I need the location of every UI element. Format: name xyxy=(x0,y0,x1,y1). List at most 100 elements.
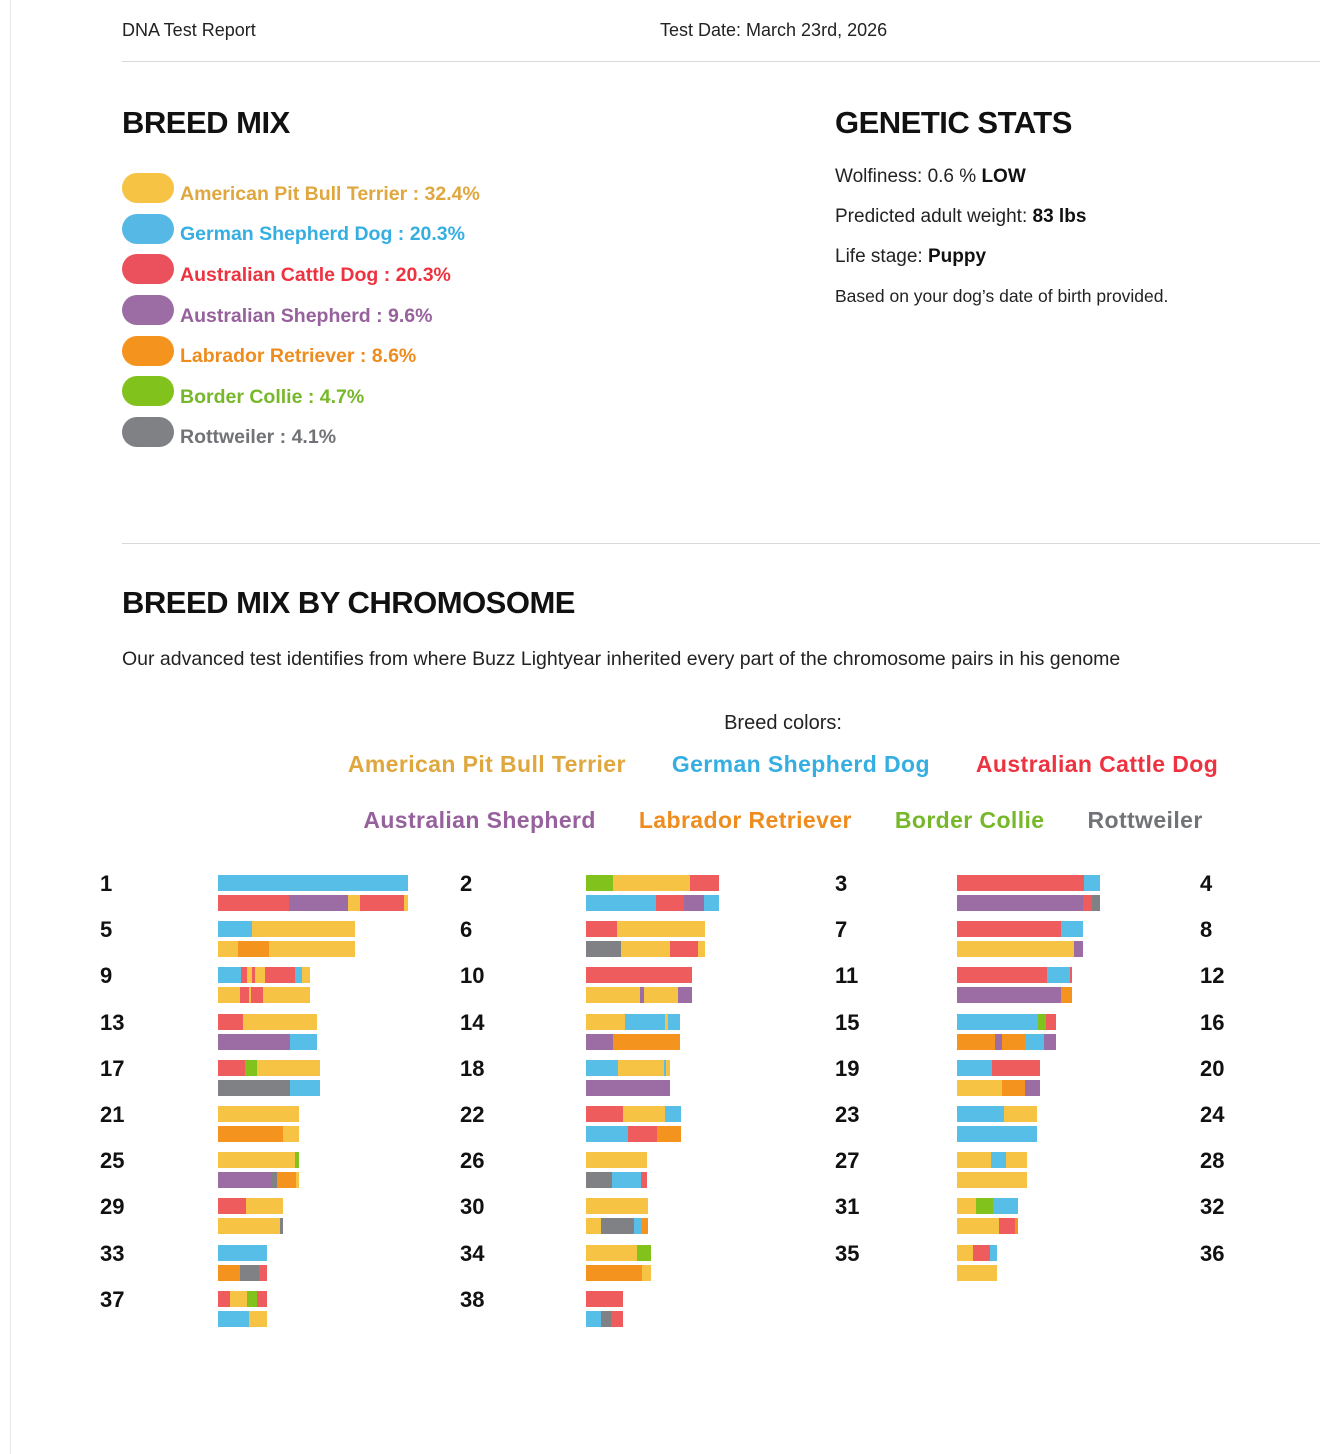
segment-acd xyxy=(670,941,698,958)
segment-gsd xyxy=(218,921,252,938)
segment-gsd xyxy=(586,1125,628,1142)
chromosome-pair xyxy=(586,1105,681,1142)
segment-gsd xyxy=(634,1218,642,1235)
chromosome-number: 4 xyxy=(1200,871,1213,896)
segment-acd xyxy=(360,895,404,911)
breed-color-label: Border Collie xyxy=(894,807,1045,833)
segment-gsd xyxy=(612,1172,641,1189)
segment-bc xyxy=(247,1290,257,1307)
chromosome-number: 5 xyxy=(100,917,113,943)
segment-apbt xyxy=(404,895,408,911)
chromosome-bar xyxy=(957,1152,1027,1169)
chromosome-bar xyxy=(957,1244,997,1261)
segment-apbt xyxy=(957,1198,976,1215)
chromosome-bar xyxy=(586,1244,651,1261)
chromosome-pair xyxy=(957,967,1072,1004)
segment-lab xyxy=(1061,987,1072,1004)
segment-apbt xyxy=(586,1244,637,1261)
segment-gsd xyxy=(218,875,408,891)
chromosome-number: 21 xyxy=(100,1101,125,1127)
adult-weight-value: 83 lbs xyxy=(1032,206,1087,227)
chromosome-bar xyxy=(957,1013,1056,1030)
chromosome-bar xyxy=(957,941,1083,958)
breed-mix-item: Australian Shepherd : 9.6% xyxy=(122,290,480,331)
chromosome-pair xyxy=(586,1152,647,1189)
segment-as xyxy=(1074,941,1083,958)
segment-apbt xyxy=(252,921,355,938)
adult-weight-line: Predicted adult weight: 83 lbs xyxy=(835,206,1168,228)
chromosome-bar xyxy=(218,1059,320,1076)
chromosome-number: 27 xyxy=(835,1148,860,1174)
segment-lab xyxy=(586,1264,642,1281)
chromosome-pair xyxy=(586,921,705,958)
breed-colors-row: Australian Shepherd Labrador Retriever Bor… xyxy=(0,807,1320,834)
breed-color-label: Labrador Retriever xyxy=(638,807,852,833)
chromosome-number: 1 xyxy=(100,871,113,896)
segment-bc xyxy=(245,1059,257,1076)
chromosome-bar xyxy=(218,1218,283,1235)
segment-gsd xyxy=(586,1059,618,1076)
segment-apbt xyxy=(1004,1105,1037,1122)
chromosome-bar xyxy=(957,1218,1018,1235)
chromosome-1: 1 xyxy=(100,871,460,921)
chromosome-bar xyxy=(218,941,355,958)
chromosome-bar xyxy=(586,987,692,1004)
chromosome-bar xyxy=(586,967,692,984)
segment-rott xyxy=(280,1218,283,1235)
chromosome-number: 18 xyxy=(460,1055,485,1081)
segment-bc xyxy=(295,1152,299,1169)
chromosome-pair xyxy=(957,1059,1040,1096)
chromosome-pair xyxy=(218,1198,283,1235)
chromosome-bar xyxy=(218,1079,320,1096)
chromosome-bar xyxy=(957,1105,1037,1122)
segment-rott xyxy=(586,1172,612,1189)
chromosome-number: 31 xyxy=(835,1194,860,1220)
segment-acd xyxy=(251,987,263,1004)
breed-mix-legend: American Pit Bull Terrier : 32.4% German… xyxy=(122,168,480,452)
chromosome-bar xyxy=(957,987,1072,1004)
breed-color-label: American Pit Bull Terrier xyxy=(347,751,626,777)
chromosome-pair xyxy=(586,967,692,1004)
chromosome-bar xyxy=(218,987,310,1004)
segment-apbt xyxy=(586,1218,601,1235)
chromosome-22: 22 xyxy=(460,1103,835,1152)
chromosome-bar xyxy=(957,1264,997,1281)
breed-mix-label: Australian Cattle Dog : 20.3% xyxy=(180,263,451,286)
chromosome-number: 11 xyxy=(835,963,859,989)
chromosome-pair xyxy=(218,875,408,911)
segment-gsd xyxy=(990,1244,997,1261)
segment-acd xyxy=(1083,895,1092,911)
segment-as xyxy=(957,987,1061,1004)
breed-color-pill xyxy=(122,376,174,407)
chromosome-number: 38 xyxy=(460,1286,485,1312)
chromosome-27: 27 xyxy=(835,1148,1200,1198)
segment-apbt xyxy=(348,895,360,911)
life-stage-value: Puppy xyxy=(927,246,987,267)
segment-gsd xyxy=(991,1152,1006,1169)
segment-gsd xyxy=(704,895,719,911)
chromosome-bar xyxy=(586,1152,647,1169)
chromosome-bar xyxy=(586,1172,647,1189)
segment-acd xyxy=(690,875,719,891)
chromosome-pair xyxy=(218,967,310,1004)
segment-gsd xyxy=(1061,921,1083,938)
breed-mix-heading: BREED MIX xyxy=(122,105,290,140)
breed-mix-item: Border Collie : 4.7% xyxy=(122,371,480,412)
chromosome-pair xyxy=(218,921,355,958)
breed-mix-label: American Pit Bull Terrier : 32.4% xyxy=(180,182,480,205)
segment-acd xyxy=(999,1218,1015,1235)
segment-apbt xyxy=(249,987,251,1004)
chromosome-4: 4 xyxy=(1200,871,1320,921)
chromosome-3: 3 xyxy=(835,873,1200,921)
life-stage-label: Life stage: xyxy=(835,246,928,267)
section-divider xyxy=(122,543,1320,544)
segment-apbt xyxy=(1006,1152,1027,1169)
chromosome-bar xyxy=(957,1079,1040,1096)
segment-lab xyxy=(1002,1033,1025,1050)
birth-date-note: Based on your dog’s date of birth provid… xyxy=(835,286,1169,306)
chromosome-bar xyxy=(586,895,719,911)
segment-apbt xyxy=(621,941,670,958)
segment-lab xyxy=(1002,1079,1025,1096)
breed-color-pill xyxy=(122,254,174,285)
segment-acd xyxy=(218,1059,245,1076)
